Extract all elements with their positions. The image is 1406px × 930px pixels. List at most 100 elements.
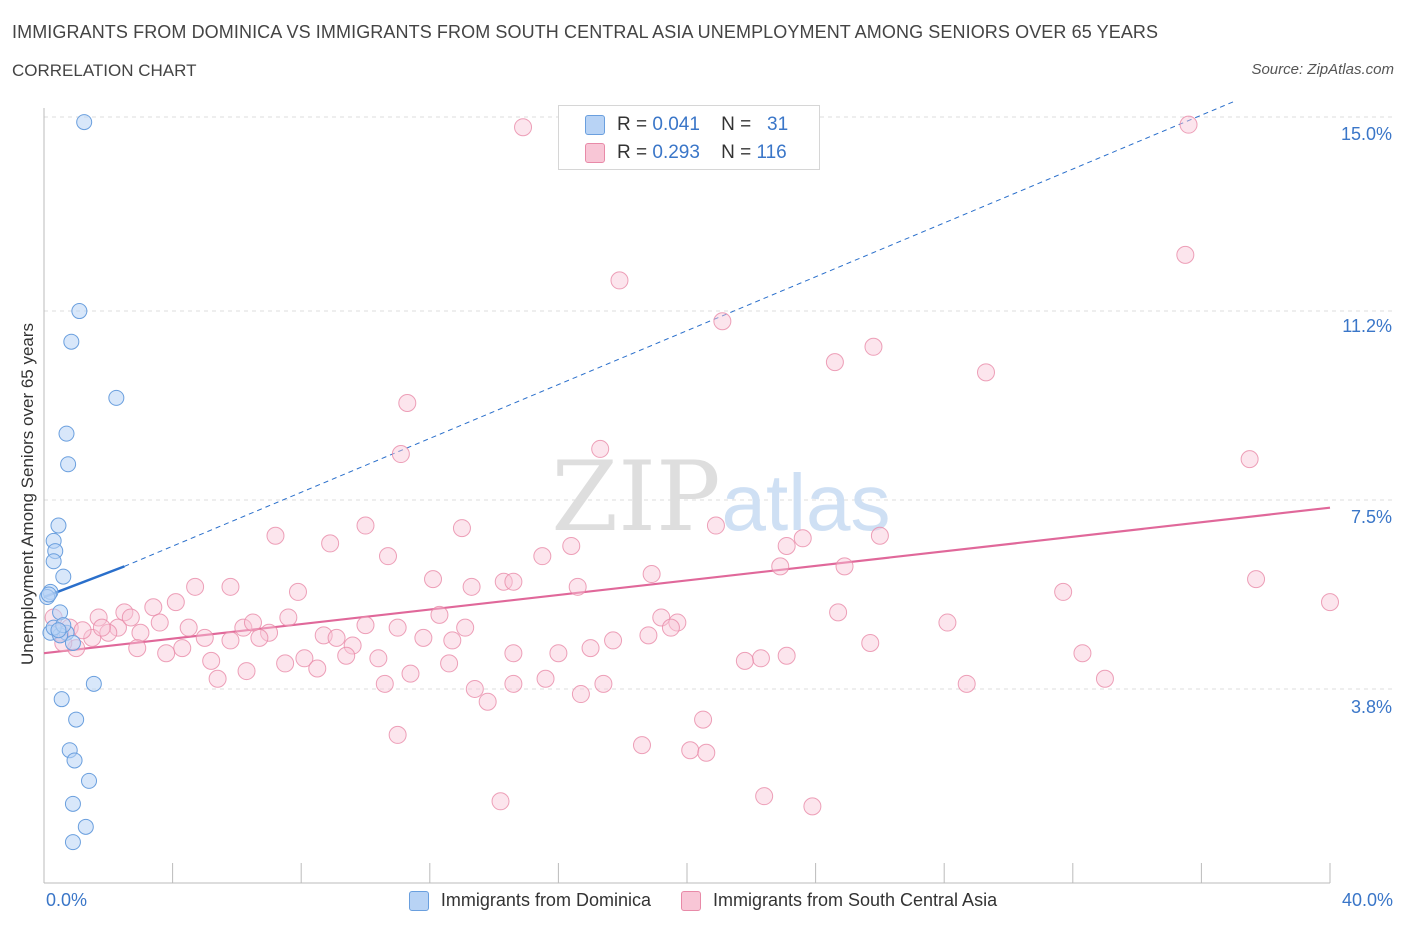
asia-point [250,628,269,647]
asia-point [533,547,552,566]
asia-point [430,605,449,624]
asia-point [356,616,375,635]
r-value: 0.041 [652,114,700,135]
gridlines [44,116,1392,690]
asia-point [1095,669,1114,688]
dominica-point [108,389,125,406]
asia-point [398,393,417,412]
asia-point [391,445,410,464]
asia-point [379,547,398,566]
asia-point [976,363,995,382]
dominica-point [55,568,72,585]
asia-point [1321,593,1339,612]
dominica-point [76,114,93,131]
asia-point [1240,450,1259,469]
asia-point [456,618,475,637]
asia-point [150,613,169,632]
asia-point [234,618,253,637]
dominica-point [81,772,98,789]
legend-label: Immigrants from Dominica [440,890,651,910]
asia-point [128,639,147,658]
asia-point [221,631,240,650]
asia-point [581,639,600,658]
asia-swatch [585,143,605,163]
asia-point [202,651,221,670]
asia-point [835,557,854,576]
dominica-point [77,818,94,835]
asia-point [514,118,533,137]
dominica-point [71,303,88,320]
asia-point [208,669,227,688]
asia-point [604,631,623,650]
y-axis-label: Unemployment Among Seniors over 65 years [18,322,37,666]
asia-point [462,577,481,596]
asia-point [777,646,796,665]
asia-point [713,312,732,331]
asia-point [957,674,976,693]
asia-point [681,741,700,760]
asia-point [861,633,880,652]
asia-point [195,628,214,647]
dominica-point [64,795,81,812]
asia-point [735,651,754,670]
n-value: 116 [756,142,787,163]
asia-point [337,646,356,665]
asia-point [1179,115,1198,134]
asia-point [452,519,471,538]
asia-point [504,674,523,693]
chart-title: IMMIGRANTS FROM DOMINICA VS IMMIGRANTS F… [12,22,1159,42]
watermark-atlas: atlas [722,458,891,547]
asia-point [1247,570,1266,589]
asia-point [465,679,484,698]
asia-point [308,659,327,678]
asia-point [401,664,420,683]
asia-point [478,692,497,711]
asia-point [356,516,375,535]
asia-point [443,631,462,650]
asia-point [266,526,285,545]
asia-point [938,613,957,632]
asia-point [92,618,111,637]
dominica-point [66,752,83,769]
dominica-point [85,675,102,692]
source-note: Source: ZipAtlas.com [1251,61,1394,78]
asia-point [632,736,651,755]
asia-point [237,662,256,681]
asia-point [414,628,433,647]
x-tick-label-max: 40.0% [1341,890,1393,910]
asia-point [494,572,513,591]
asia-point [870,526,889,545]
chart-subtitle: CORRELATION CHART [12,61,197,80]
asia-point [610,271,629,290]
asia-point [375,674,394,693]
asia-point [186,577,205,596]
asia-point [260,623,279,642]
asia-point [793,529,812,548]
watermark-zip: ZIP [551,441,720,553]
asia-point [1054,582,1073,601]
asia-point [221,577,240,596]
asia-point [424,570,443,589]
legend-row-dominica: R = 0.041 N = 31 [585,114,788,136]
asia-point [288,582,307,601]
axes [43,108,1331,884]
asia-point [777,536,796,555]
asia-point [121,608,140,627]
watermark: ZIP atlas [551,441,890,553]
asia-point [661,618,680,637]
asia-point [706,516,725,535]
asia-point [504,572,523,591]
dominica-point [50,622,67,639]
asia-point [771,557,790,576]
asia-point [549,644,568,663]
asia-point [864,337,883,356]
y-tick-label: 7.5% [1350,507,1392,527]
asia-point [568,577,587,596]
y-tick-label: 3.8% [1350,697,1392,717]
asia-point [491,792,510,811]
asia-point [694,710,713,729]
asia-point [179,618,198,637]
asia-point [642,565,661,584]
legend-row-asia: R = 0.293 N = 116 [585,142,787,164]
